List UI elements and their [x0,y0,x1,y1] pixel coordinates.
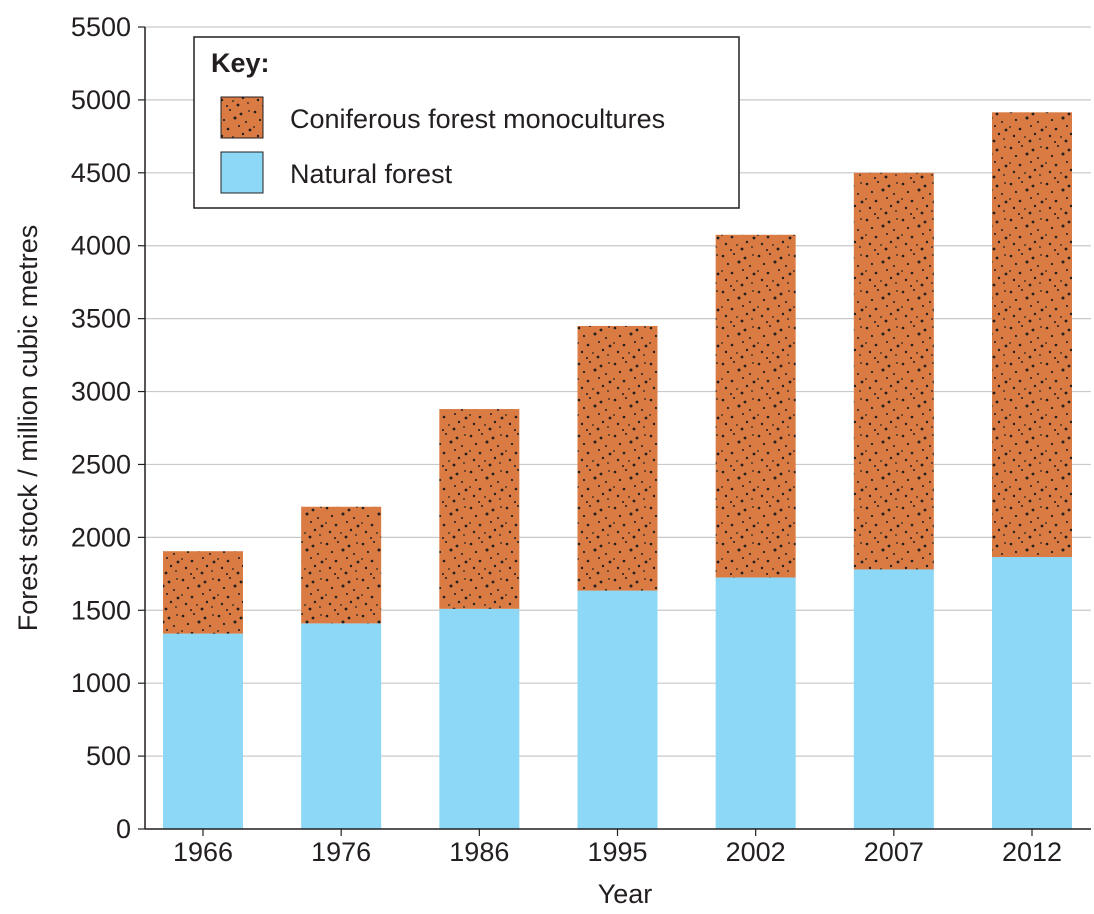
x-tick-label-1995: 1995 [587,837,647,867]
x-tick-label-1966: 1966 [173,837,233,867]
bar-natural-forest-2002 [715,577,796,829]
y-tick-label: 0 [116,814,131,844]
bar-natural-forest-1976 [301,623,382,829]
x-tick-label-2002: 2002 [726,837,786,867]
bar-natural-forest-2012 [992,557,1072,829]
bar-coniferous-monoculture-1966 [163,551,243,634]
legend-swatch-natural [220,151,264,194]
legend-box [193,36,740,209]
bar-natural-forest-1986 [439,608,520,829]
legend-title: Key: [211,48,270,78]
x-tick-label-2007: 2007 [864,837,924,867]
bars [163,112,1072,829]
x-tick-label-1976: 1976 [311,837,371,867]
bar-natural-forest-1966 [163,633,243,829]
bar-coniferous-monoculture-1986 [439,409,520,609]
legend-label-natural: Natural forest [290,159,453,189]
y-tick-label: 2500 [71,449,131,479]
bar-coniferous-monoculture-2012 [992,112,1072,558]
x-axis-title: Year [598,879,653,909]
y-tick-labels: 0 500 1000 1500 2000 2500 3000 3500 4000 4500 5000… [71,12,145,844]
y-tick-label: 1000 [71,668,131,698]
y-tick-label: 1500 [71,595,131,625]
y-tick-label: 3000 [71,377,131,407]
x-tick-labels: 1966 1976 1986 1995 2002 2007 2012 [173,829,1062,867]
y-tick-label: 4000 [71,231,131,261]
legend-swatch-coniferous [220,96,264,139]
y-tick-label: 4500 [71,158,131,188]
x-tick-label-1986: 1986 [449,837,509,867]
x-tick-label-2012: 2012 [1002,837,1062,867]
bar-coniferous-monoculture-2002 [715,234,796,578]
y-axis-title: Forest stock / million cubic metres [13,225,43,632]
bar-coniferous-monoculture-1976 [301,506,382,624]
y-tick-label: 2000 [71,522,131,552]
legend-label-coniferous: Coniferous forest monocultures [290,104,665,134]
y-tick-label: 5000 [71,85,131,115]
y-tick-label: 5500 [71,12,131,42]
y-tick-label: 500 [86,741,131,771]
bar-natural-forest-2007 [853,569,934,829]
bar-coniferous-monoculture-2007 [853,172,934,570]
legend: Key: Coniferous forest monocultures Natu… [193,36,740,209]
bar-coniferous-monoculture-1995 [577,325,658,591]
y-tick-label: 3500 [71,304,131,334]
bar-natural-forest-1995 [577,590,658,829]
